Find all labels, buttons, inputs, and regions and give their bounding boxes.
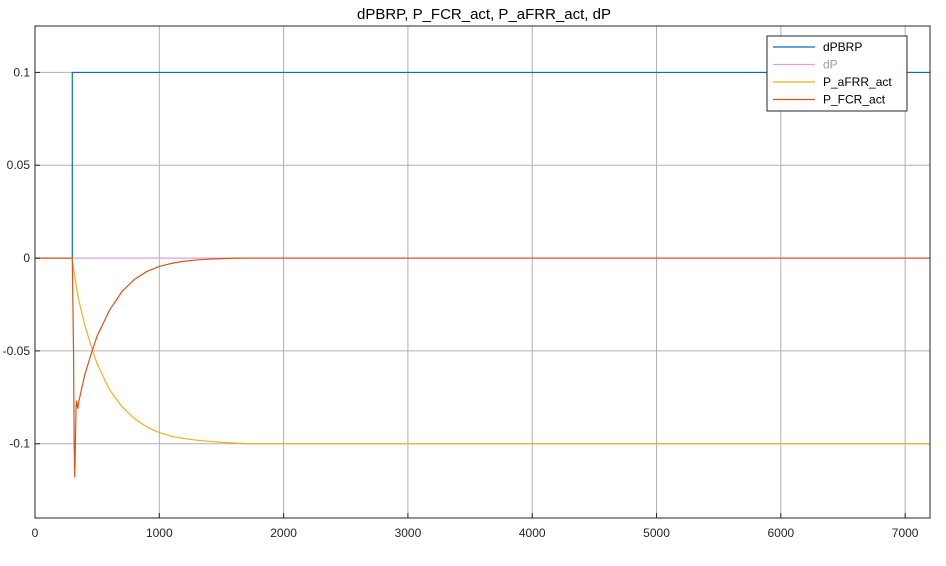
- y-tick-label: -0.1: [9, 437, 30, 451]
- x-tick-label: 0: [32, 526, 39, 540]
- series-line-p-fcr-act: [35, 257, 930, 478]
- y-tick-label: 0.05: [7, 158, 31, 172]
- y-tick-label: -0.05: [3, 344, 31, 358]
- series-layer: [35, 71, 930, 478]
- legend-box: [766, 35, 908, 112]
- legend-label: dP: [823, 58, 838, 72]
- x-tick-label: 7000: [892, 526, 919, 540]
- y-axis-ticks: 0.1 0.05 0 -0.05 -0.1: [3, 65, 40, 451]
- legend-label: dPBRP: [823, 40, 862, 54]
- x-tick-label: 3000: [395, 526, 422, 540]
- x-tick-label: 5000: [643, 526, 670, 540]
- legend-label: P_aFRR_act: [823, 75, 892, 89]
- series-line-p-afrr-act: [35, 257, 930, 445]
- x-tick-label: 4000: [519, 526, 546, 540]
- y-tick-label: 0: [23, 251, 30, 265]
- legend-label: P_FCR_act: [823, 93, 886, 107]
- x-tick-label: 6000: [767, 526, 794, 540]
- x-tick-label: 2000: [270, 526, 297, 540]
- chart-title: dPBRP, P_FCR_act, P_aFRR_act, dP: [357, 6, 611, 23]
- plot-frame: [34, 25, 931, 519]
- legend: dPBRP dP P_aFRR_act P_FCR_act: [766, 35, 908, 112]
- x-tick-label: 1000: [146, 526, 173, 540]
- x-axis-ticks: 0 1000 2000 3000 4000 5000 6000 7000: [32, 513, 919, 540]
- y-tick-label: 0.1: [13, 65, 30, 79]
